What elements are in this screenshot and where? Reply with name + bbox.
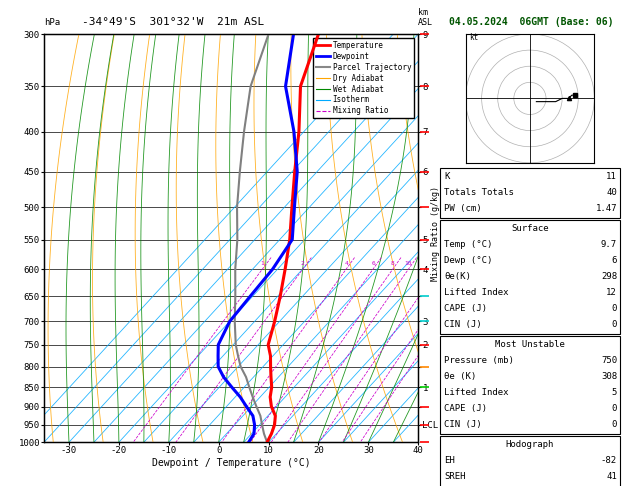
Text: 6: 6 — [371, 261, 375, 266]
Text: Lifted Index: Lifted Index — [444, 288, 509, 297]
Text: 12: 12 — [606, 288, 617, 297]
Text: Mixing Ratio (g/kg): Mixing Ratio (g/kg) — [431, 186, 440, 281]
Text: SREH: SREH — [444, 472, 465, 481]
Text: CIN (J): CIN (J) — [444, 320, 482, 329]
Text: Hodograph: Hodograph — [506, 440, 554, 449]
Text: K: K — [444, 172, 450, 181]
Text: θe(K): θe(K) — [444, 272, 471, 281]
Text: Lifted Index: Lifted Index — [444, 388, 509, 397]
Text: 5: 5 — [611, 388, 617, 397]
Text: km
ASL: km ASL — [418, 8, 433, 27]
Text: kt: kt — [469, 34, 478, 42]
Text: 0: 0 — [611, 420, 617, 429]
Text: Dewp (°C): Dewp (°C) — [444, 256, 493, 265]
Text: 40: 40 — [606, 188, 617, 197]
Text: 1: 1 — [260, 261, 264, 266]
Text: Totals Totals: Totals Totals — [444, 188, 514, 197]
Text: 2: 2 — [301, 261, 304, 266]
Text: PW (cm): PW (cm) — [444, 204, 482, 213]
Text: 10: 10 — [405, 261, 412, 266]
X-axis label: Dewpoint / Temperature (°C): Dewpoint / Temperature (°C) — [152, 458, 311, 468]
Text: -34°49'S  301°32'W  21m ASL: -34°49'S 301°32'W 21m ASL — [82, 17, 264, 27]
Text: Pressure (mb): Pressure (mb) — [444, 356, 514, 365]
Text: 11: 11 — [606, 172, 617, 181]
Text: CAPE (J): CAPE (J) — [444, 404, 487, 413]
Legend: Temperature, Dewpoint, Parcel Trajectory, Dry Adiabat, Wet Adiabat, Isotherm, Mi: Temperature, Dewpoint, Parcel Trajectory… — [313, 38, 415, 119]
Text: EH: EH — [444, 456, 455, 465]
Text: © weatheronline.co.uk: © weatheronline.co.uk — [479, 468, 584, 477]
Text: CIN (J): CIN (J) — [444, 420, 482, 429]
Text: 750: 750 — [601, 356, 617, 365]
Text: hPa: hPa — [44, 17, 60, 27]
Text: Most Unstable: Most Unstable — [495, 340, 565, 349]
Text: 8: 8 — [391, 261, 394, 266]
Text: CAPE (J): CAPE (J) — [444, 304, 487, 313]
Text: 0: 0 — [611, 320, 617, 329]
Text: 4: 4 — [344, 261, 348, 266]
Text: 308: 308 — [601, 372, 617, 381]
Text: 0: 0 — [611, 304, 617, 313]
Text: 298: 298 — [601, 272, 617, 281]
Text: Temp (°C): Temp (°C) — [444, 240, 493, 249]
Text: 0: 0 — [611, 404, 617, 413]
Text: 9.7: 9.7 — [601, 240, 617, 249]
Text: 04.05.2024  06GMT (Base: 06): 04.05.2024 06GMT (Base: 06) — [449, 17, 614, 27]
Text: 41: 41 — [606, 472, 617, 481]
Text: 1.47: 1.47 — [596, 204, 617, 213]
Text: 6: 6 — [611, 256, 617, 265]
Text: θe (K): θe (K) — [444, 372, 476, 381]
Text: -82: -82 — [601, 456, 617, 465]
Text: Surface: Surface — [511, 224, 548, 233]
